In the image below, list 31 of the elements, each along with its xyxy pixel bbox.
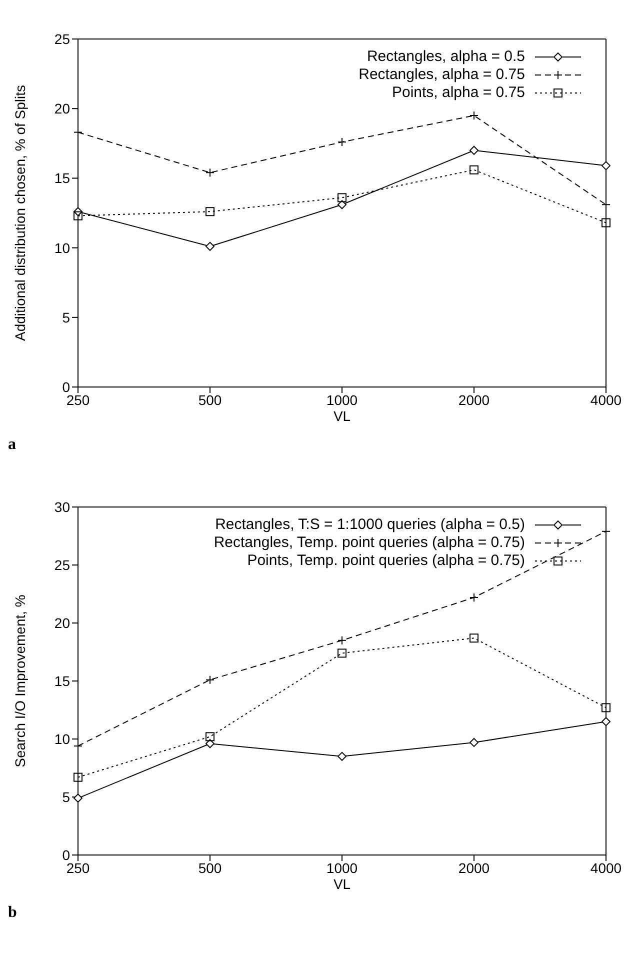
y-tick-label: 10 [54,240,70,256]
x-tick-label: 500 [198,860,222,876]
y-tick-label: 5 [62,788,70,805]
y-tick-label: 5 [62,309,70,326]
x-tick-label: 500 [198,392,222,408]
x-tick-label: 4000 [590,860,622,876]
y-tick-label: 20 [54,614,70,631]
legend-label: Points, alpha = 0.75 [392,84,525,102]
x-tick-label: 2000 [458,392,490,408]
x-tick-label: 1000 [326,860,358,876]
y-tick-label: 15 [54,672,70,689]
legend-label: Points, Temp. point queries (alpha = 0.75) [247,552,525,570]
y-tick-label: 15 [54,170,70,186]
legend-label: Rectangles, Temp. point queries (alpha = 0.75) [214,534,525,552]
text: a [8,436,17,454]
x-tick-label: 2000 [458,860,490,876]
x-tick-label: 4000 [590,392,622,408]
x-tick-label: 1000 [326,392,358,408]
x-axis-title: VL [333,876,351,892]
y-tick-label: 25 [54,556,70,573]
y-tick-label: 20 [54,100,70,117]
y-tick-label: 30 [54,498,70,515]
legend-label: Rectangles, alpha = 0.75 [358,66,525,84]
text: b [8,904,18,922]
y-tick-label: 10 [54,730,70,747]
legend-label: Rectangles, T:S = 1:1000 queries (alpha = 0.5) [215,516,525,534]
legend-label: Rectangles, alpha = 0.5 [366,48,525,66]
y-tick-label: 25 [54,30,70,47]
x-axis-title: VL [333,408,351,424]
y-axis-title: Search I/O Improvement, % [12,594,28,768]
y-axis-title: Additional distribution chosen, % of Splits [12,84,28,342]
